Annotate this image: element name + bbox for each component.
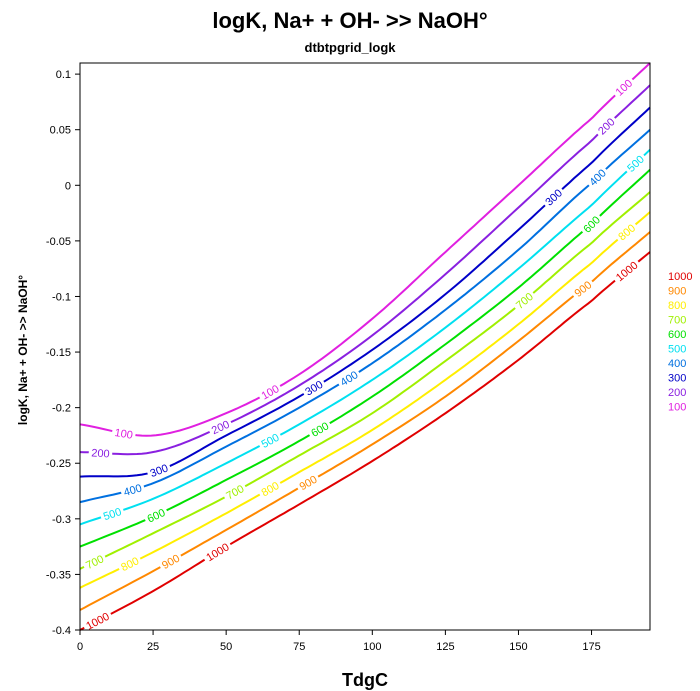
series-line-500 bbox=[79, 148, 651, 526]
legend-item-400: 400 bbox=[668, 358, 686, 370]
y-tick-label: 0 bbox=[65, 180, 71, 192]
curve-label-300-7: 300 bbox=[300, 376, 327, 400]
curve-label-bg bbox=[511, 288, 538, 313]
curve-label-text: 500 bbox=[102, 506, 123, 523]
chart-subtitle: dtbtpgrid_logk bbox=[304, 40, 396, 55]
y-tick-label: 0.1 bbox=[56, 69, 71, 81]
curve-label-bg bbox=[88, 446, 113, 460]
curve-label-bg bbox=[111, 425, 137, 442]
legend-item-1000: 1000 bbox=[668, 271, 692, 283]
x-tick-label: 150 bbox=[509, 641, 527, 653]
curve-label-bg bbox=[81, 551, 108, 573]
curve-label-200-3: 200 bbox=[88, 446, 113, 460]
curve-label-500-12: 500 bbox=[99, 504, 126, 524]
curve-label-bg bbox=[119, 480, 146, 499]
curve-label-800-21: 800 bbox=[116, 553, 143, 575]
curve-label-bg bbox=[610, 75, 637, 100]
series-line-900 bbox=[79, 231, 651, 611]
curve-label-bg bbox=[294, 471, 322, 494]
curve-label-bg bbox=[584, 164, 611, 190]
x-tick-label: 0 bbox=[77, 641, 83, 653]
y-tick-label: -0.1 bbox=[52, 291, 71, 303]
series-line-200 bbox=[79, 84, 651, 456]
legend-item-300: 300 bbox=[668, 373, 686, 385]
curve-label-bg bbox=[99, 504, 126, 524]
x-tick-label: 125 bbox=[436, 641, 454, 653]
y-tick-label: -0.3 bbox=[52, 514, 71, 526]
legend-item-800: 800 bbox=[668, 300, 686, 312]
series-line-300 bbox=[79, 106, 651, 478]
y-tick-label: -0.35 bbox=[46, 569, 71, 581]
curve-label-700-18: 700 bbox=[81, 551, 108, 573]
x-tick-label: 25 bbox=[147, 641, 159, 653]
curve-label-bg bbox=[256, 429, 284, 452]
curve-label-bg bbox=[116, 553, 143, 575]
curve-label-600-15: 600 bbox=[142, 504, 170, 526]
curve-label-bg bbox=[593, 113, 619, 139]
series-line-700 bbox=[79, 191, 651, 570]
curve-label-bg bbox=[207, 416, 234, 438]
legend-item-200: 200 bbox=[668, 387, 686, 399]
curve-label-bg bbox=[569, 276, 596, 301]
curve-label-900-25: 900 bbox=[294, 471, 322, 494]
curve-label-bg bbox=[201, 539, 234, 565]
curve-label-bg bbox=[145, 460, 173, 481]
curve-label-100-1: 100 bbox=[256, 380, 284, 403]
curve-label-bg bbox=[306, 418, 333, 441]
legend-item-700: 700 bbox=[668, 315, 686, 327]
y-tick-label: -0.2 bbox=[52, 403, 71, 415]
curve-label-bg bbox=[622, 150, 649, 176]
legend-item-600: 600 bbox=[668, 329, 686, 341]
y-tick-label: -0.4 bbox=[52, 625, 71, 637]
series-line-400 bbox=[79, 128, 651, 504]
legend-item-500: 500 bbox=[668, 344, 686, 356]
plot-area-frame bbox=[79, 62, 651, 631]
curve-label-text: 100 bbox=[114, 427, 134, 442]
curve-label-500-13: 500 bbox=[256, 429, 284, 452]
curve-label-300-6: 300 bbox=[145, 460, 173, 481]
y-tick-label: -0.05 bbox=[46, 236, 71, 248]
y-axis-title: logK, Na+ + OH- >> NaOH° bbox=[16, 275, 30, 425]
series-line-800 bbox=[79, 211, 651, 589]
curve-label-1000-28: 1000 bbox=[201, 539, 234, 565]
legend-item-900: 900 bbox=[668, 286, 686, 298]
curve-label-bg bbox=[613, 219, 640, 245]
curve-label-bg bbox=[256, 477, 284, 500]
series-layer bbox=[79, 62, 651, 631]
series-line-600 bbox=[79, 168, 651, 548]
curve-label-bg bbox=[81, 608, 114, 634]
curve-label-text: 1000 bbox=[84, 611, 111, 633]
x-axis-title: TdgC bbox=[342, 670, 388, 690]
y-tick-label: -0.25 bbox=[46, 458, 71, 470]
curve-label-bg bbox=[142, 504, 170, 526]
x-tick-label: 75 bbox=[293, 641, 305, 653]
curve-label-900-24: 900 bbox=[157, 550, 184, 573]
curve-label-text: 400 bbox=[122, 482, 143, 499]
axes-layer: 0 25 50 75 100 125 150 175 0.1 0.05 0 -0.05 -0.1 -0.1… bbox=[46, 69, 601, 653]
curve-label-bg bbox=[540, 184, 567, 210]
curve-label-800-22: 800 bbox=[256, 477, 284, 500]
y-tick-label: 0.05 bbox=[50, 125, 71, 137]
x-tick-label: 175 bbox=[582, 641, 600, 653]
curve-label-700-19: 700 bbox=[221, 480, 249, 503]
y-tick-label: -0.15 bbox=[46, 347, 71, 359]
x-tick-label: 50 bbox=[220, 641, 232, 653]
chart-title: logK, Na+ + OH- >> NaOH° bbox=[212, 8, 488, 33]
curve-label-100-0: 100 bbox=[111, 425, 137, 442]
curve-label-bg bbox=[611, 256, 643, 286]
curve-label-bg bbox=[157, 550, 184, 573]
curve-label-text: 200 bbox=[91, 447, 110, 460]
legend-item-100: 100 bbox=[668, 402, 686, 414]
curve-label-bg bbox=[335, 366, 363, 390]
curve-label-bg bbox=[256, 380, 284, 403]
legend: 1000 900 800 700 600 500 400 300 200 100 bbox=[668, 271, 692, 414]
curve-label-bg bbox=[221, 480, 249, 503]
curve-label-400-9: 400 bbox=[119, 480, 146, 499]
series-line-100 bbox=[79, 62, 651, 437]
x-tick-label: 100 bbox=[363, 641, 381, 653]
curve-label-bg bbox=[578, 211, 605, 237]
curve-label-bg bbox=[300, 376, 327, 400]
series-line-1000 bbox=[79, 251, 651, 631]
